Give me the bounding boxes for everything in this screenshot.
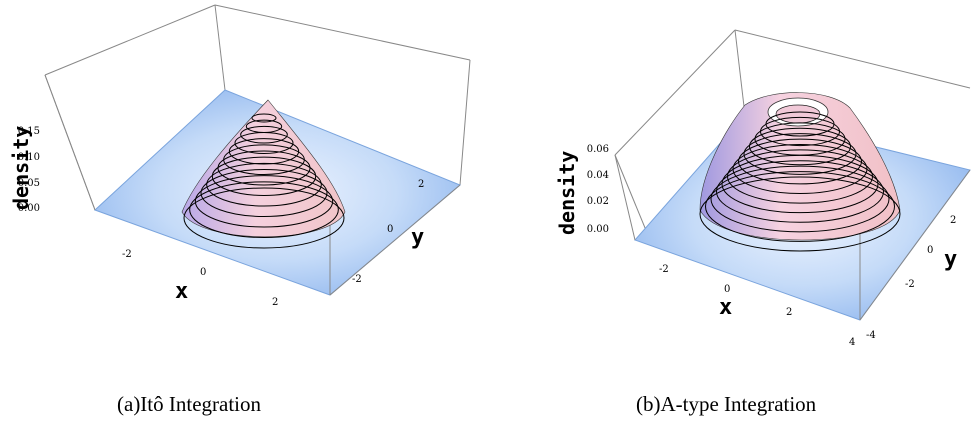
z-tick: 0.05 [18, 178, 40, 189]
contour-line [743, 133, 857, 175]
z-tick: 0.10 [18, 152, 40, 163]
caption-a: (a)Itô Integration [117, 392, 262, 416]
contour-lines [699, 111, 901, 252]
contour-line [754, 122, 846, 156]
z-ticks: 0.06 0.04 0.02 0.00 [587, 144, 609, 235]
z-axis-label: density [555, 151, 579, 235]
x-ticks: -2 0 2 4 [659, 264, 855, 348]
y-axis-label: y [411, 225, 424, 250]
x-tick: -2 [122, 249, 132, 260]
contour-line [223, 144, 305, 176]
contour-line [749, 127, 851, 166]
y-ticks: 2 0 -2 [352, 179, 424, 285]
x-tick: 2 [786, 307, 792, 318]
x-tick: -2 [659, 264, 669, 275]
x-tick: 0 [724, 284, 730, 295]
contour-line [245, 119, 283, 134]
z-axis-label: density [9, 126, 33, 210]
x-tick: 2 [272, 297, 278, 308]
contour-line [211, 156, 317, 196]
contour-line [200, 169, 328, 217]
y-axis-label: y [944, 247, 957, 272]
x-axis-label: x [719, 295, 732, 320]
contour-line [716, 160, 884, 223]
z-ticks: 0.15 0.10 0.05 0.00 [18, 126, 40, 214]
panel-a: 0.15 0.10 0.05 0.00 density -2 0 2 x 2 0… [9, 4, 471, 416]
bounding-box-back [614, 29, 971, 241]
y-tick: -4 [866, 330, 876, 341]
y-tick: 0 [927, 245, 933, 256]
contour-line [206, 162, 322, 207]
contour-line [189, 181, 339, 239]
y-tick: 0 [387, 224, 393, 235]
contour-line [705, 171, 895, 242]
contour-line [738, 138, 862, 185]
y-ticks: 2 0 -2 -4 [866, 215, 956, 341]
contour-line [240, 125, 288, 144]
y-tick: 2 [950, 215, 956, 226]
contour-line [727, 149, 873, 204]
contour-line [699, 176, 901, 252]
z-tick: 0.00 [587, 224, 609, 235]
contour-line [251, 113, 277, 123]
z-tick: 0.15 [18, 126, 40, 137]
caption-b: (b)A-type Integration [636, 392, 817, 416]
contour-line [765, 111, 835, 137]
x-tick: 0 [200, 267, 206, 278]
z-tick: 0.04 [587, 170, 609, 181]
contour-line [183, 187, 345, 249]
contour-line [710, 165, 890, 233]
bounding-box-front [44, 74, 461, 296]
y-tick: -2 [905, 279, 915, 290]
panel-b: 0.06 0.04 0.02 0.00 density -2 0 2 4 x 2… [555, 29, 971, 416]
z-tick: 0.02 [587, 196, 609, 207]
z-tick: 0.06 [587, 144, 609, 155]
contour-line [217, 150, 311, 186]
contour-line [760, 116, 840, 147]
x-axis-label: x [175, 279, 188, 304]
density-surface [181, 99, 346, 237]
z-tick: 0.00 [18, 203, 40, 214]
x-tick: 4 [849, 337, 855, 348]
y-tick: -2 [352, 274, 362, 285]
contour-line [228, 138, 300, 165]
contour-lines [183, 113, 345, 249]
y-tick: 2 [418, 179, 424, 190]
contour-line [194, 175, 334, 228]
x-ticks: -2 0 2 [122, 249, 278, 308]
contour-line [732, 144, 868, 194]
